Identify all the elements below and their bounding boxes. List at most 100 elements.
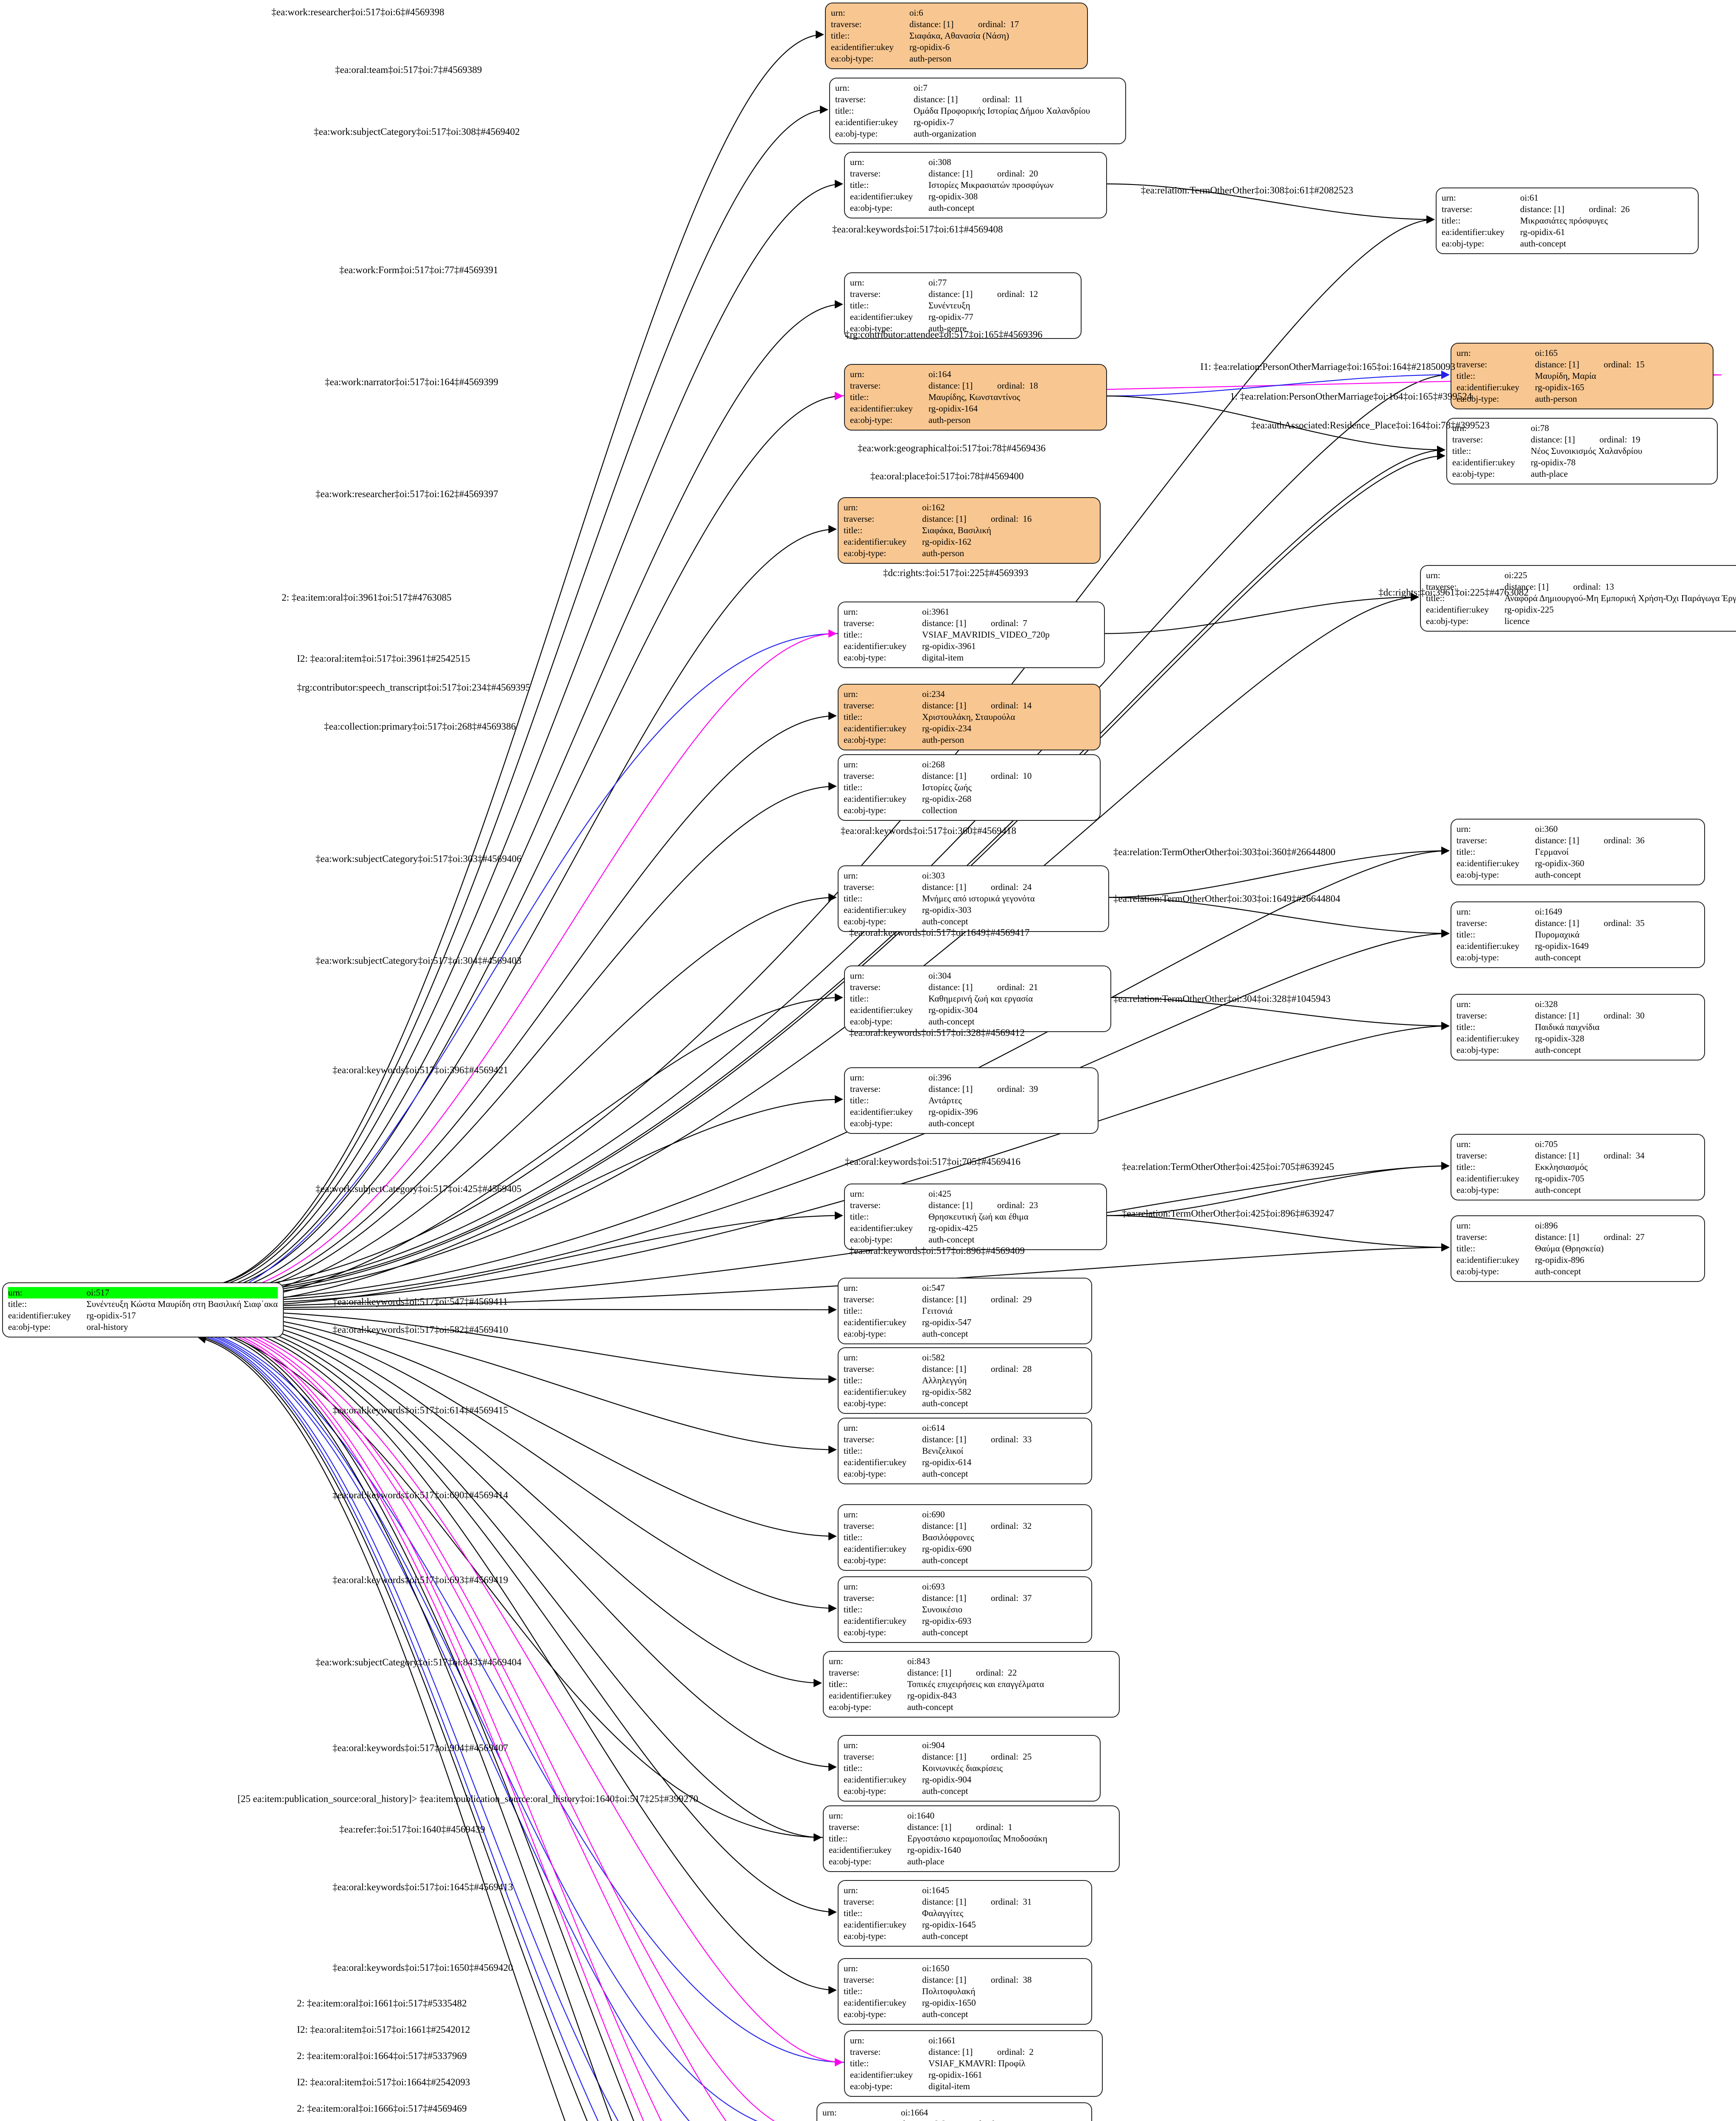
node-distance: distance: [1]	[922, 1521, 967, 1531]
node-ukey: rg-opidix-904	[922, 1774, 972, 1785]
edge	[1107, 1215, 1450, 1252]
edge-label: ‡ea:relation:TermOtherOther‡oi:303‡oi:36…	[1113, 847, 1336, 857]
field-label: title::	[1442, 215, 1461, 226]
node-field-row: ea:obj-type: auth-place	[829, 1856, 1114, 1867]
node-field-row: urn: oi:165	[1456, 347, 1708, 359]
field-label: urn:	[850, 2035, 864, 2045]
field-label: ea:obj-type:	[1456, 1045, 1499, 1055]
field-label: ea:identifier:ukey	[844, 1387, 907, 1397]
node-field-row: ea:identifier:ukey rg-opidix-225	[1426, 604, 1736, 616]
field-label: urn:	[1456, 348, 1471, 358]
node-field-row: ea:identifier:ukey rg-opidix-234	[844, 723, 1095, 734]
node-objtype: auth-person	[922, 735, 964, 745]
field-label: ea:identifier:ukey	[844, 1317, 907, 1327]
edge	[196, 392, 843, 1293]
node-field-row: urn: oi:308	[850, 157, 1101, 168]
field-label: ea:obj-type:	[1456, 1185, 1499, 1195]
node-field-row: ea:identifier:ukey rg-opidix-843	[829, 1690, 1114, 1701]
edge-label: ‡ea:work:subjectCategory‡oi:517‡oi:843‡#…	[316, 1657, 522, 1668]
node-ordinal: 15	[1635, 359, 1645, 369]
ordinal-label: ordinal:	[997, 381, 1025, 391]
node-field-row: title:: Μαυρίδη, Μαρία	[1456, 370, 1708, 382]
edge	[198, 1327, 844, 2063]
edge-label: ‡ea:relation:TermOtherOther‡oi:425‡oi:70…	[1122, 1161, 1334, 1172]
node-urn: oi:78	[1531, 423, 1549, 433]
node-field-row: title:: Αναφορά Δημιουργού-Μη Εμπορική Χρ…	[1426, 593, 1736, 604]
field-label: urn:	[1456, 1220, 1471, 1231]
field-label: traverse:	[850, 168, 881, 179]
node-distance: distance: [1]	[922, 1434, 967, 1444]
edge-label: ‡ea:oral:team‡oi:517‡oi:7‡#4569389	[335, 64, 482, 75]
node-objtype: auth-concept	[922, 1786, 968, 1796]
node-field-row: traverse: distance: [1] ordinal: 28	[844, 1363, 1086, 1375]
node-field-row: traverse: distance: [1] ordinal: 1	[829, 1822, 1114, 1833]
node-ukey: rg-opidix-614	[922, 1457, 972, 1467]
node-field-row: urn: oi:164	[850, 369, 1101, 380]
field-label: ea:obj-type:	[850, 2081, 893, 2091]
node-field-row: traverse: distance: [1] ordinal: 2	[850, 2046, 1097, 2058]
node-field-row: title:: Θρησκευτική ζωή και έθιμα	[850, 1211, 1101, 1223]
node-title: Αναφορά Δημιουργού-Μη Εμπορική Χρήση-Όχι…	[1504, 593, 1736, 603]
node-ordinal: 2	[1029, 2047, 1034, 2057]
ordinal-label: ordinal:	[991, 771, 1019, 781]
field-label: title::	[1456, 929, 1476, 940]
node-ukey: rg-opidix-1640	[907, 1845, 961, 1855]
node-distance: distance: [1]	[1535, 1010, 1579, 1021]
node-field-row: traverse: distance: [1] ordinal: 38	[844, 1974, 1086, 1986]
node-distance: distance: [1]	[901, 2118, 952, 2121]
graph-node: urn: oi:78 traverse: distance: [1] ordinal: 1…	[1446, 418, 1718, 484]
field-label: title::	[844, 1604, 863, 1615]
ordinal-label: ordinal:	[1604, 1010, 1632, 1021]
node-field-row: ea:obj-type: auth-person	[850, 414, 1101, 426]
node-title: Παιδικά παιχνίδια	[1535, 1022, 1600, 1032]
field-label: traverse:	[1456, 1010, 1487, 1021]
field-label: traverse:	[850, 289, 881, 299]
node-field-row: urn: oi:425	[850, 1188, 1101, 1200]
field-label: ea:obj-type:	[844, 916, 886, 926]
edge	[196, 1322, 843, 2067]
field-label: traverse:	[844, 1593, 875, 1603]
node-title: Γερμανοί	[1535, 847, 1569, 857]
node-title: Μικρασιάτες πρόσφυγες	[1520, 215, 1608, 226]
field-label: ea:identifier:ukey	[831, 42, 894, 52]
edge	[196, 1329, 635, 2121]
node-field-row: ea:identifier:ukey rg-opidix-268	[844, 793, 1095, 805]
node-distance: distance: [1]	[922, 882, 967, 892]
ordinal-label: ordinal:	[991, 1521, 1019, 1531]
node-field-row: traverse:distance: [1] ordinal: 3	[822, 2118, 1086, 2121]
node-field-row: ea:obj-type: auth-concept	[844, 1328, 1086, 1340]
node-title: Μαυρίδης, Κωνσταντίνος	[928, 392, 1020, 402]
node-field-row: ea:obj-type: auth-concept	[850, 202, 1101, 214]
node-distance: distance: [1]	[1520, 204, 1565, 214]
ordinal-label: ordinal:	[991, 1897, 1019, 1907]
node-ordinal: 28	[1023, 1364, 1032, 1374]
node-objtype: auth-concept	[1520, 238, 1566, 249]
node-field-row: ea:obj-type: oral-history	[8, 1321, 278, 1333]
field-label: traverse:	[850, 982, 881, 992]
edge	[196, 1321, 837, 1995]
field-label: ea:identifier:ukey	[835, 117, 898, 127]
node-distance: distance: [1]	[907, 1822, 952, 1832]
graph-node: urn: oi:3961 traverse: distance: [1] ordinal…	[838, 602, 1105, 668]
node-urn: oi:1661	[928, 2035, 956, 2045]
node-ordinal: 34	[1635, 1150, 1645, 1161]
node-ukey: rg-opidix-1649	[1535, 941, 1589, 951]
node-distance: distance: [1]	[1535, 918, 1579, 928]
node-ordinal: 32	[1023, 1521, 1032, 1531]
node-field-row: ea:identifier:ukey rg-opidix-77	[850, 311, 1076, 323]
node-distance: distance: [1]	[922, 1897, 967, 1907]
node-field-row: ea:identifier:ukey rg-opidix-1650	[844, 1997, 1086, 2009]
node-field-row: ea:identifier:ukey rg-opidix-3961	[844, 641, 1099, 652]
node-field-row: urn: oi:896	[1456, 1220, 1699, 1231]
edge-label: I2: ‡ea:oral:item‡oi:517‡oi:1661‡#254201…	[297, 2024, 470, 2035]
edge	[198, 1329, 690, 2121]
field-label: traverse:	[844, 1752, 875, 1762]
node-title: Ομάδα Προφορικής Ιστορίας Δήμου Χαλανδρί…	[914, 106, 1090, 116]
field-label: ea:identifier:ukey	[844, 1774, 907, 1785]
field-label: urn:	[844, 1509, 858, 1519]
edge	[196, 1317, 837, 1771]
edge	[198, 1334, 588, 2121]
node-field-row: title:: Φαλαγγίτες	[844, 1908, 1086, 1919]
node-objtype: auth-concept	[1535, 1266, 1581, 1276]
node-ordinal: 1	[1008, 1822, 1012, 1832]
